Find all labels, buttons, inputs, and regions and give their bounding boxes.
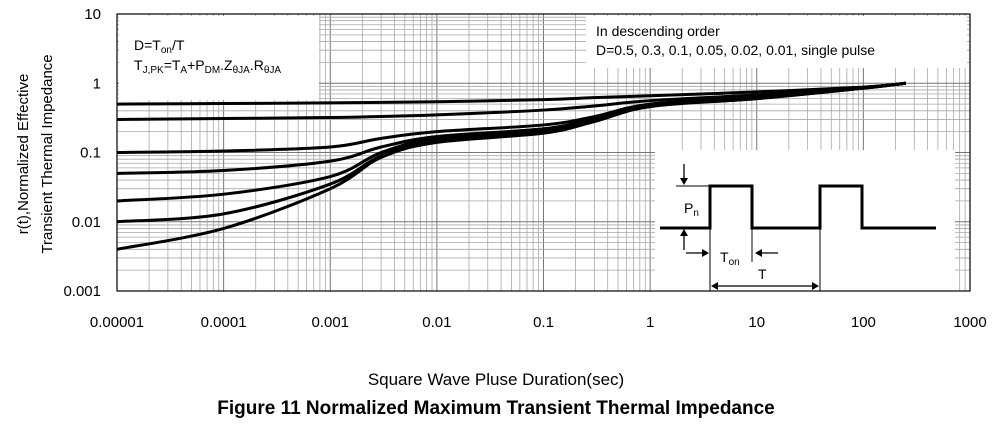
- y-tick-label: 1: [93, 75, 101, 92]
- duty-list: D=0.5, 0.3, 0.1, 0.05, 0.02, 0.01, singl…: [596, 42, 875, 58]
- x-tick-label: 1000: [953, 314, 986, 331]
- x-tick-label: 0.0001: [201, 314, 247, 331]
- y-tick-label: 0.01: [72, 214, 101, 231]
- pn-arrowhead-bottom: [680, 229, 688, 236]
- pulse-inset-box: [655, 150, 955, 291]
- y-axis-title-line2: Transient Thermal Impedance: [39, 54, 56, 253]
- period-arrowhead-left: [711, 282, 718, 290]
- pulse-waveform: [660, 184, 936, 230]
- period-arrowhead-right: [812, 282, 819, 290]
- x-tick-label: 10: [748, 314, 765, 331]
- x-tick-label: 100: [851, 314, 876, 331]
- y-tick-labels: 0.001 0.01 0.1 1 10: [63, 6, 101, 300]
- x-tick-labels: 0.00001 0.0001 0.001 0.01 0.1 1 10 100 1000: [90, 314, 987, 331]
- x-tick-label: 1: [646, 314, 654, 331]
- pn-label: Pn: [684, 200, 699, 219]
- y-tick-label: 0.1: [80, 145, 101, 162]
- order-note: In descending order: [596, 23, 720, 39]
- y-tick-label: 10: [84, 6, 101, 23]
- ton-label: Ton: [720, 249, 740, 268]
- ton-arrowhead-right: [755, 249, 762, 257]
- period-label: T: [758, 266, 767, 282]
- order-box: [586, 16, 967, 68]
- y-axis-title-line1: r(t),Normalized Effective: [15, 74, 32, 235]
- x-tick-label: 0.1: [533, 314, 554, 331]
- series-line-1: [116, 81, 906, 121]
- ton-arrowhead-left: [702, 249, 709, 257]
- formula-junction: TJ,PK=TA+PDM.ZθJA.RθJA: [134, 57, 281, 76]
- series-line-6: [116, 81, 906, 251]
- series-line-0: [116, 81, 906, 106]
- x-tick-label: 0.01: [422, 314, 451, 331]
- pn-arrowhead-top: [680, 178, 688, 185]
- formula-box: [119, 16, 319, 100]
- x-axis-title: Square Wave Pluse Duration(sec): [367, 370, 625, 389]
- series-group: [116, 81, 906, 251]
- x-tick-label: 0.00001: [90, 314, 144, 331]
- y-tick-label: 0.001: [63, 283, 101, 300]
- plot-frame: [116, 13, 971, 292]
- formula-duty: D=Ton/T: [134, 37, 185, 56]
- figure-caption: Figure 11 Normalized Maximum Transient T…: [217, 398, 775, 419]
- x-tick-label: 0.001: [311, 314, 349, 331]
